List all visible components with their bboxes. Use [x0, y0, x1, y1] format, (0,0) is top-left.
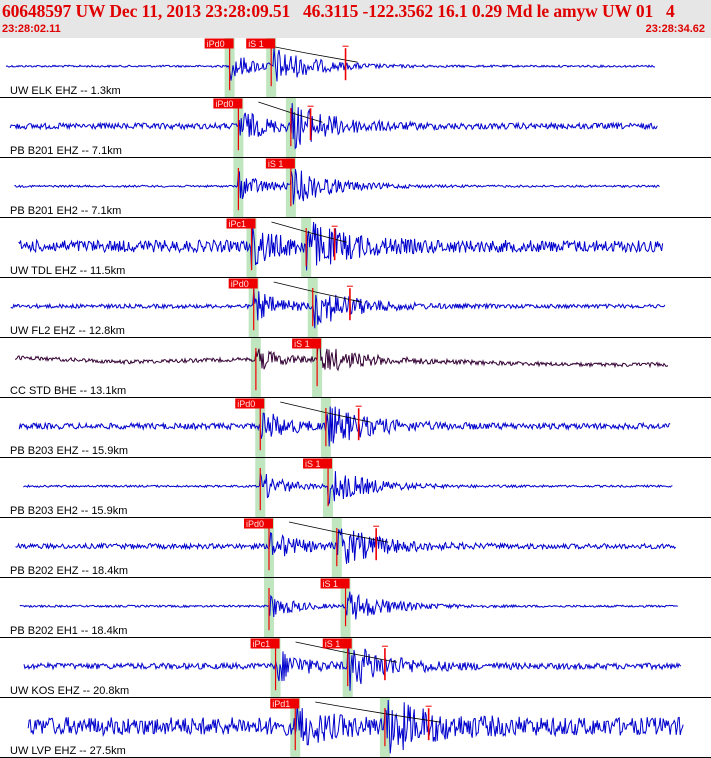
pick-label: iS 1	[325, 639, 341, 649]
pick-box	[235, 398, 265, 409]
station-row-10: iS 1 PB B202 EH1 -- 18.4km	[0, 578, 711, 638]
pick-label: iS 1	[323, 579, 339, 589]
pick-label: iPc1	[253, 639, 271, 649]
pick-box	[213, 98, 243, 109]
travel-time-curve	[271, 221, 347, 243]
station-label: UW KOS EHZ -- 20.8km	[10, 685, 129, 697]
station-row-3: iS 1 PB B201 EH2 -- 7.1km	[0, 158, 711, 218]
station-row-11: iPc1 iS 1 UW KOS EHZ -- 20.8km	[0, 638, 711, 698]
pick-box	[292, 338, 322, 349]
pick-box	[320, 578, 350, 589]
station-row-1: iPd0 iS 1 UW ELK EHZ -- 1.3km	[0, 38, 711, 98]
pick-label: iS 1	[248, 39, 264, 49]
travel-time-curve	[273, 281, 363, 303]
pick-box	[322, 638, 352, 649]
station-label: PB B202 EHZ -- 18.4km	[10, 565, 128, 577]
station-row-6: iS 1 CC STD BHE -- 13.1km	[0, 338, 711, 398]
station-label: PB B201 EHZ -- 7.1km	[10, 145, 122, 157]
station-row-12: iPd1 UW LVP EHZ -- 27.5km	[0, 698, 711, 758]
station-row-5: iPd0 UW FL2 EHZ -- 12.8km	[0, 278, 711, 338]
waveform-trace	[23, 644, 682, 691]
pick-box	[250, 638, 280, 649]
waveform-trace	[27, 699, 684, 754]
seismogram-panel: iPd0 iS 1 UW ELK EHZ -- 1.3km iPd0 PB B201 E…	[0, 38, 711, 758]
waveform-trace	[5, 48, 656, 82]
waveform-trace	[23, 471, 673, 507]
pick-label: iPd1	[272, 699, 290, 709]
travel-time-curve	[288, 521, 389, 543]
station-row-8: iS 1 PB B203 EH2 -- 15.9km	[0, 458, 711, 518]
station-label: PB B203 EH2 -- 15.9km	[10, 505, 127, 517]
pick-box	[270, 698, 300, 709]
station-row-9: iPd0 PB B202 EHZ -- 18.4km	[0, 518, 711, 578]
station-row-2: iPd0 PB B201 EHZ -- 7.1km	[0, 98, 711, 158]
waveform-trace	[9, 103, 658, 150]
waveform-trace	[14, 343, 669, 372]
travel-time-curve	[295, 641, 397, 663]
pick-label: iPd0	[231, 279, 249, 289]
pick-box	[204, 38, 234, 49]
station-label: UW TDL EHZ -- 11.5km	[10, 265, 125, 277]
waveform-trace	[18, 406, 671, 447]
waveform-trace	[14, 169, 660, 205]
station-label: CC STD BHE -- 13.1km	[10, 385, 126, 397]
pick-box	[228, 278, 258, 289]
pick-box	[265, 158, 295, 169]
pick-box	[226, 218, 256, 229]
pick-label: iS 1	[294, 339, 310, 349]
station-row-7: iPd0 PB B203 EHZ -- 15.9km	[0, 398, 711, 458]
end-time-label: 23:28:34.62	[645, 23, 705, 35]
station-label: PB B203 EHZ -- 15.9km	[10, 445, 128, 457]
pick-box	[303, 458, 333, 469]
pick-box	[244, 518, 274, 529]
station-label: UW LVP EHZ -- 27.5km	[10, 745, 126, 757]
pick-label: iPd0	[237, 399, 255, 409]
pick-label: iPd0	[215, 99, 233, 109]
pick-box	[246, 38, 276, 49]
station-label: UW FL2 EHZ -- 12.8km	[10, 325, 125, 337]
waveform-trace	[15, 528, 676, 564]
event-title: 60648597 UW Dec 11, 2013 23:28:09.51 46.…	[2, 1, 675, 21]
event-header: 60648597 UW Dec 11, 2013 23:28:09.51 46.…	[0, 0, 711, 38]
travel-time-curve	[315, 701, 441, 723]
station-row-4: iPc1 UW TDL EHZ -- 11.5km	[0, 218, 711, 278]
station-label: UW ELK EHZ -- 1.3km	[10, 85, 121, 97]
pick-label: iS 1	[305, 459, 321, 469]
waveform-trace	[10, 288, 666, 329]
waveform-trace	[18, 221, 664, 271]
waveform-trace	[19, 591, 678, 620]
pick-label: iPc1	[229, 219, 247, 229]
station-label: PB B201 EH2 -- 7.1km	[10, 205, 121, 217]
pick-label: iS 1	[268, 159, 284, 169]
pick-label: iPd0	[207, 39, 225, 49]
pick-label: iPd0	[246, 519, 264, 529]
station-label: PB B202 EH1 -- 18.4km	[10, 625, 127, 637]
start-time-label: 23:28:02.11	[2, 23, 61, 35]
